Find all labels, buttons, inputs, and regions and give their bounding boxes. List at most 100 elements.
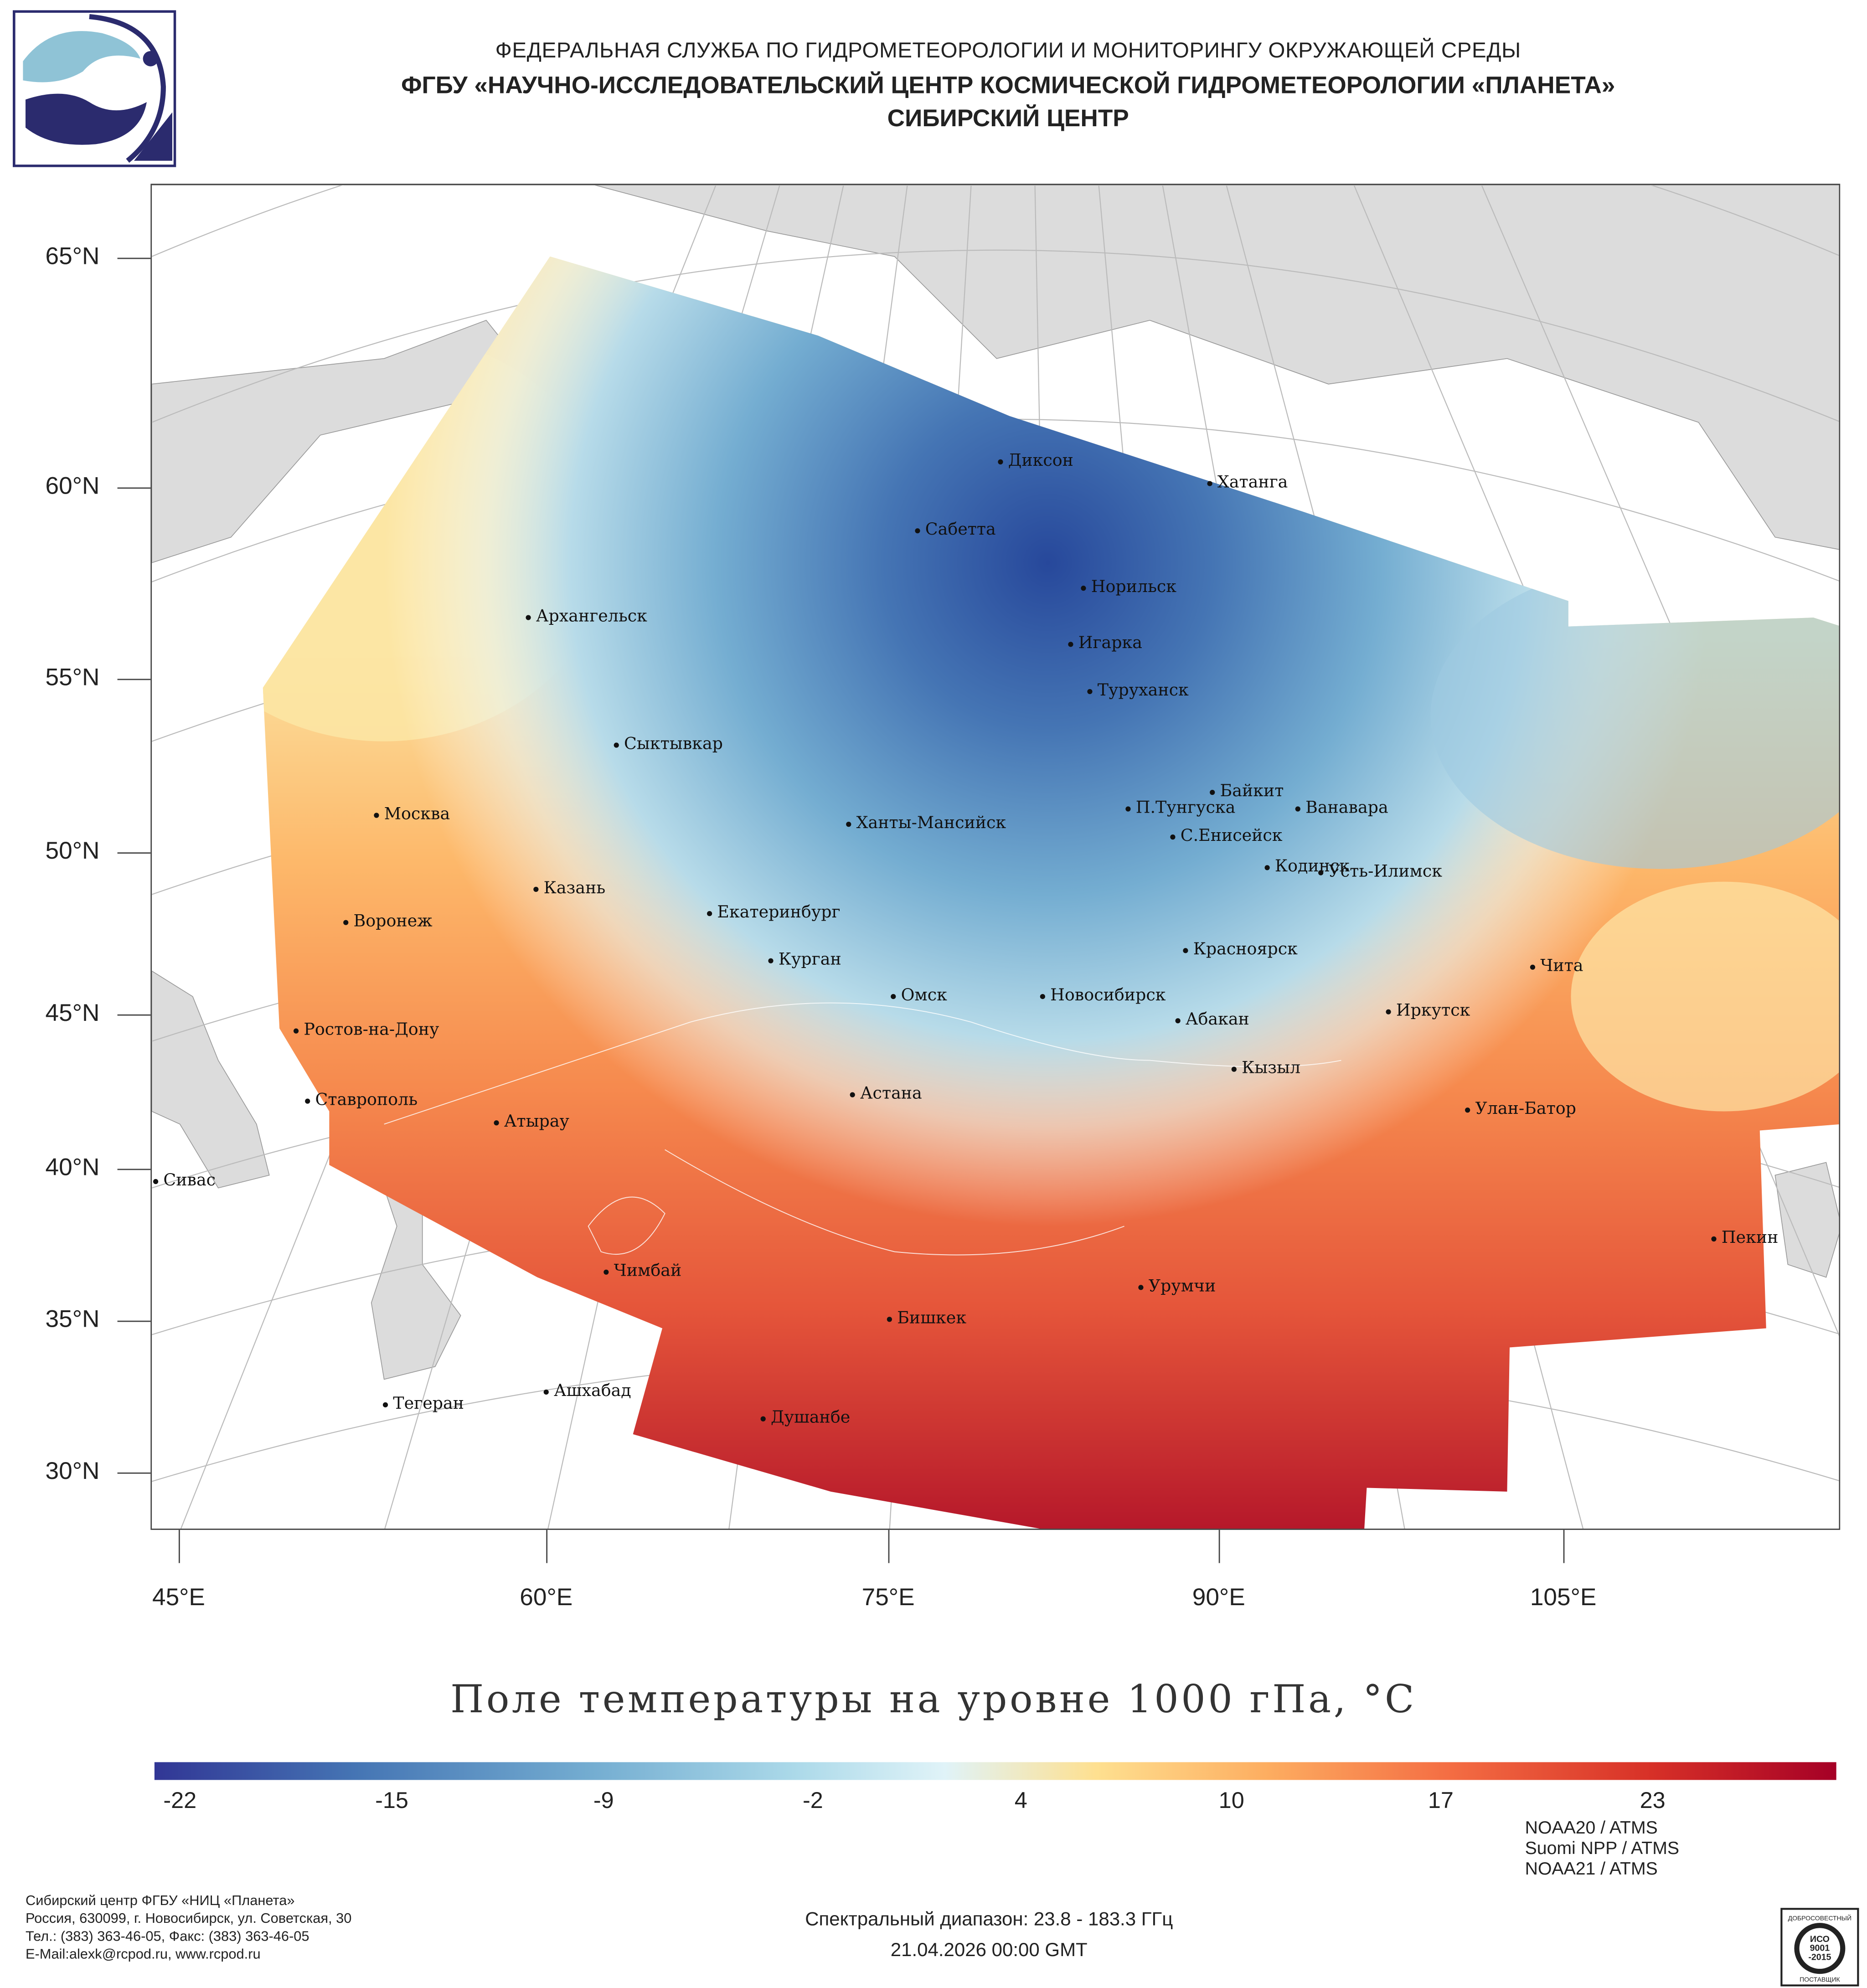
map-canvas — [152, 185, 1839, 1529]
lon-label: 60°E — [520, 1585, 573, 1612]
sensor-item: Suomi NPP / ATMS — [1525, 1837, 1680, 1858]
city-label: Казань — [533, 879, 605, 898]
city-label: Тегеран — [382, 1395, 464, 1414]
city-label: Новосибирск — [1040, 986, 1166, 1005]
city-label: С.Енисейск — [1170, 827, 1283, 846]
lon-tick — [1218, 1530, 1220, 1563]
lat-label: 55°N — [45, 664, 100, 692]
city-label: Усть-Илимск — [1318, 863, 1442, 882]
lon-tick — [1563, 1530, 1565, 1563]
map-title: Поле температуры на уровне 1000 гПа, °С — [450, 1678, 1417, 1723]
city-label: Хатанга — [1207, 474, 1288, 493]
lat-label: 50°N — [45, 838, 100, 865]
city-label: Чимбай — [603, 1262, 681, 1281]
lat-tick — [117, 258, 151, 259]
lat-label: 60°N — [45, 473, 100, 500]
city-label: Ханты-Мансийск — [846, 814, 1006, 833]
lon-label: 75°E — [861, 1585, 915, 1612]
colorbar-label: 17 — [1428, 1787, 1454, 1813]
footer-contacts: Сибирский центр ФГБУ «НИЦ «Планета» Росс… — [26, 1892, 351, 1964]
svg-text:ПОСТАВЩИК: ПОСТАВЩИК — [1800, 1976, 1840, 1983]
city-label: Ростов-на-Дону — [293, 1021, 439, 1040]
sensor-item: NOAA21 / ATMS — [1525, 1858, 1658, 1879]
city-label: Архангельск — [526, 608, 647, 627]
lon-label: 105°E — [1530, 1585, 1597, 1612]
lat-tick — [117, 487, 151, 489]
footer-meta: Спектральный диапазон: 23.8 - 183.3 ГГц … — [664, 1905, 1315, 1966]
iso-certificate-badge: ДОБРОСОВЕСТНЫЙ ИСО 9001 -2015 ПОСТАВЩИК — [1780, 1908, 1859, 1987]
lat-tick — [117, 679, 151, 680]
city-label: Урумчи — [1138, 1277, 1216, 1296]
lat-label: 30°N — [45, 1458, 100, 1485]
temperature-map: Диксон Хатанга Сабетта Норильск Архангел… — [150, 184, 1841, 1530]
colorbar-label: 10 — [1218, 1787, 1244, 1813]
footer-org: Сибирский центр ФГБУ «НИЦ «Планета» — [25, 1893, 295, 1909]
header-agency: ФЕДЕРАЛЬНАЯ СЛУЖБА ПО ГИДРОМЕТЕОРОЛОГИИ … — [495, 38, 1521, 63]
city-label: Омск — [891, 986, 947, 1005]
city-label: Диксон — [998, 452, 1073, 471]
city-label: Улан-Батор — [1465, 1100, 1576, 1119]
lon-tick — [888, 1530, 890, 1563]
lat-tick — [117, 1014, 151, 1016]
city-label: Курган — [768, 951, 841, 970]
header-institute: ФГБУ «НАУЧНО-ИССЛЕДОВАТЕЛЬСКИЙ ЦЕНТР КОС… — [401, 72, 1615, 100]
city-label: Чита — [1530, 957, 1583, 976]
city-label: Иркутск — [1386, 1002, 1470, 1021]
city-label: Екатеринбург — [707, 903, 841, 922]
city-label: Ашхабад — [543, 1382, 631, 1401]
lat-tick — [117, 1169, 151, 1170]
lat-label: 45°N — [45, 1000, 100, 1027]
planeta-logo — [12, 10, 176, 167]
city-label: Душанбе — [760, 1409, 850, 1428]
colorbar-label: -2 — [802, 1787, 823, 1813]
city-label: Абакан — [1175, 1010, 1249, 1030]
sensor-item: NOAA20 / ATMS — [1525, 1817, 1658, 1838]
city-label: Ванавара — [1295, 799, 1388, 818]
city-label: Бишкек — [887, 1309, 966, 1328]
city-label: Кызыл — [1231, 1059, 1300, 1078]
lat-label: 65°N — [45, 243, 100, 271]
city-label: П.Тунгуска — [1125, 799, 1235, 818]
city-label: Воронеж — [343, 912, 433, 932]
spectral-range: Спектральный диапазон: 23.8 - 183.3 ГГц — [805, 1909, 1173, 1931]
city-label: Атырау — [494, 1112, 569, 1132]
lat-label: 40°N — [45, 1154, 100, 1182]
footer-phones: Тел.: (383) 363-46-05, Факс: (383) 363-4… — [25, 1929, 309, 1945]
lat-label: 35°N — [45, 1306, 100, 1334]
colorbar-label: -22 — [163, 1787, 197, 1813]
colorbar-label: 4 — [1014, 1787, 1027, 1813]
lon-label: 90°E — [1192, 1585, 1245, 1612]
city-label: Москва — [374, 805, 450, 824]
colorbar-label: -15 — [375, 1787, 408, 1813]
city-label: Норильск — [1081, 578, 1176, 597]
lon-label: 45°E — [152, 1585, 205, 1612]
header-center: СИБИРСКИЙ ЦЕНТР — [887, 106, 1129, 133]
city-label: Пекин — [1711, 1229, 1778, 1248]
city-label: Кодинск — [1264, 857, 1350, 876]
svg-text:ДОБРОСОВЕСТНЫЙ: ДОБРОСОВЕСТНЫЙ — [1788, 1914, 1852, 1922]
colorbar-label: -9 — [593, 1787, 614, 1813]
city-label: Астана — [850, 1085, 922, 1104]
lon-tick — [546, 1530, 548, 1563]
lon-tick — [178, 1530, 180, 1563]
lat-tick — [117, 852, 151, 854]
city-label: Сивас — [153, 1171, 216, 1190]
svg-text:9001: 9001 — [1810, 1943, 1830, 1953]
city-label: Сабетта — [915, 520, 996, 540]
city-label: Сыктывкар — [614, 735, 723, 754]
city-label: Игарка — [1068, 634, 1142, 653]
datetime: 21.04.2026 00:00 GMT — [890, 1939, 1088, 1962]
city-label: Красноярск — [1183, 940, 1298, 959]
svg-text:-2015: -2015 — [1808, 1952, 1831, 1962]
lat-tick — [117, 1320, 151, 1322]
city-label: Байкит — [1210, 782, 1284, 801]
footer-address: Россия, 630099, г. Новосибирск, ул. Сове… — [25, 1911, 352, 1927]
svg-text:ИСО: ИСО — [1810, 1934, 1830, 1944]
colorbar-label: 23 — [1640, 1787, 1666, 1813]
lat-tick — [117, 1472, 151, 1474]
city-label: Туруханск — [1087, 681, 1189, 700]
footer-email[interactable]: E-Mail:alexk@rcpod.ru, www.rcpod.ru — [25, 1947, 261, 1962]
colorbar — [154, 1762, 1836, 1780]
city-label: Ставрополь — [305, 1091, 418, 1110]
sensor-list: NOAA20 / ATMS Suomi NPP / ATMS NOAA21 / … — [1525, 1817, 1679, 1878]
